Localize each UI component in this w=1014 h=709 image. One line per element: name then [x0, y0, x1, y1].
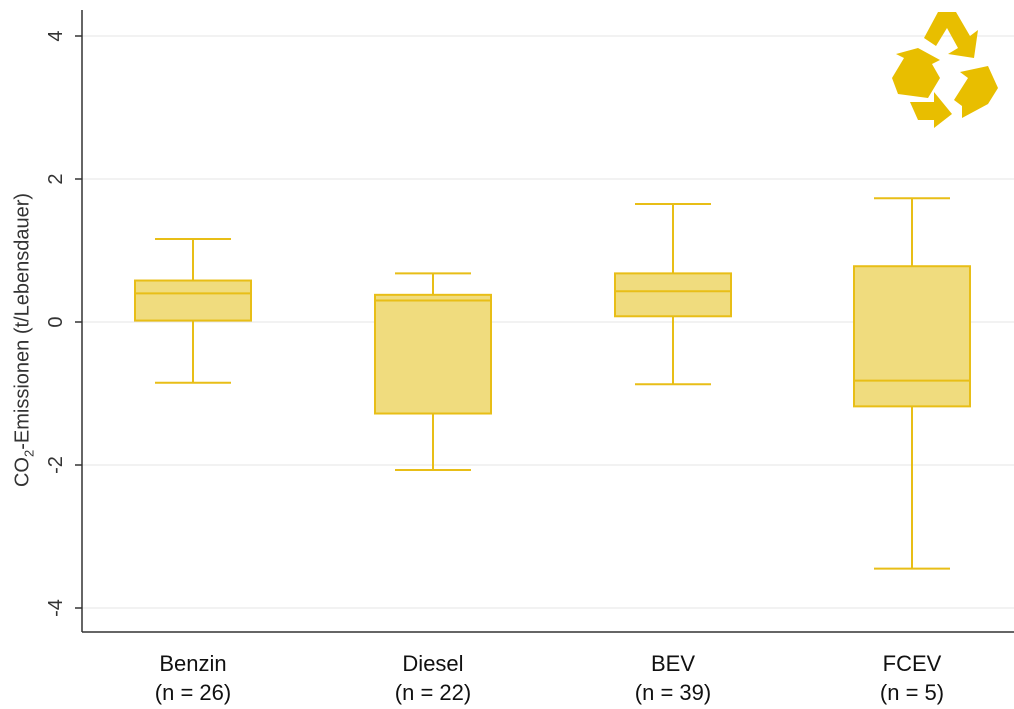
box-diesel [374, 272, 492, 472]
axes [81, 10, 1014, 633]
box-iqr [853, 265, 971, 408]
y-tick-label: -2 [45, 456, 67, 474]
box-iqr [614, 272, 732, 318]
x-category-sublabel: (n = 22) [395, 680, 471, 705]
box-bev [614, 203, 732, 386]
x-category-label: Benzin [159, 651, 226, 676]
x-category-label: Diesel [402, 651, 463, 676]
box-fcev [853, 197, 971, 570]
x-category-sublabel: (n = 26) [155, 680, 231, 705]
boxes [134, 197, 971, 570]
x-category-label: FCEV [883, 651, 942, 676]
box-iqr [134, 279, 252, 322]
gridlines [82, 35, 1014, 609]
x-labels: Benzin (n = 26) Diesel (n = 22) BEV (n = 39) F… [155, 651, 944, 705]
x-category-label: BEV [651, 651, 695, 676]
recycle-icon [892, 12, 998, 128]
y-tick-label: -4 [45, 599, 67, 617]
box-iqr [374, 293, 492, 415]
y-tick-label: 0 [45, 316, 67, 327]
y-ticks: -4 -2 0 2 4 [45, 30, 82, 617]
y-tick-label: 4 [45, 30, 67, 41]
x-category-sublabel: (n = 5) [880, 680, 944, 705]
y-axis-title-wrap: CO2-Emissionen (t/Lebensdauer) [0, 0, 50, 640]
x-category-sublabel: (n = 39) [635, 680, 711, 705]
box-benzin [134, 238, 252, 384]
y-tick-label: 2 [45, 173, 67, 184]
y-axis-title: CO2-Emissionen (t/Lebensdauer) [11, 192, 37, 488]
